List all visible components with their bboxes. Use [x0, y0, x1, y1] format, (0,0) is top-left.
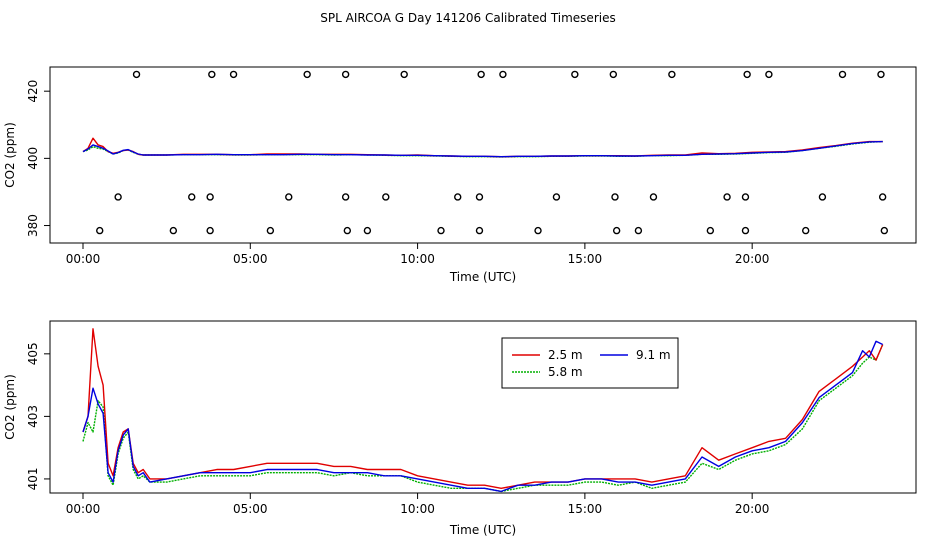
panel-1-marker	[571, 70, 579, 79]
panel-2-xtick-label: 05:00	[233, 502, 268, 516]
panel-1-marker	[611, 193, 619, 201]
panel-1-xtick-label: 05:00	[233, 252, 268, 266]
panel-1-marker	[132, 70, 141, 79]
panel-1-marker	[206, 193, 214, 201]
panel-1-xtick-label: 20:00	[735, 252, 770, 266]
panel-1-marker	[552, 193, 561, 201]
panel-1-axes: 00:00 05:00 10:00 15:00 20:00 380 400 420	[26, 80, 769, 266]
panel-2-marks	[82, 328, 884, 493]
panel-2-ytick-label: 405	[26, 342, 40, 365]
panel-1-ytick-label: 420	[26, 80, 40, 103]
panel-1-marker	[612, 226, 621, 235]
panel-1-series-2-5-m	[82, 137, 883, 158]
panel-1-marker	[741, 226, 750, 235]
panel-1-marker	[341, 193, 350, 201]
panel-1-marker	[838, 70, 847, 79]
panel-1-marker	[341, 70, 350, 79]
panel-1-marker	[880, 226, 889, 235]
panel-1-marker	[475, 193, 484, 201]
panel-2: 00:00 05:00 10:00 15:00 20:00 401 403 405 Time …	[3, 320, 917, 537]
panel-1-marker	[208, 70, 216, 79]
panel-1-frame	[49, 66, 917, 244]
panel-1-marker	[303, 70, 311, 79]
panel-2-xtick-label: 15:00	[568, 502, 603, 516]
panel-1-marker	[400, 70, 408, 79]
panel-2-frame	[49, 320, 917, 494]
panel-1-marker	[802, 226, 810, 235]
panel-1-marker	[229, 70, 238, 79]
panel-1-ylabel: CO2 (ppm)	[3, 122, 17, 188]
panel-2-xlabel: Time (UTC)	[449, 523, 516, 537]
panel-2-ytick-label: 401	[26, 467, 40, 490]
panel-1-marker	[534, 226, 542, 235]
panel-1-marker	[188, 193, 196, 201]
panel-2-xtick-label: 20:00	[735, 502, 770, 516]
panel-1-marker	[114, 193, 122, 201]
panel-1-xtick-label: 00:00	[66, 252, 101, 266]
panel-1-marker	[818, 193, 827, 201]
panel-1: 00:00 05:00 10:00 15:00 20:00 380 400 420 Time …	[3, 66, 917, 284]
figure-title: SPL AIRCOA G Day 141206 Calibrated Times…	[320, 11, 615, 25]
panel-1-marker	[266, 226, 275, 235]
panel-1-marks	[82, 70, 889, 235]
panel-1-marker	[668, 70, 676, 79]
panel-2-ylabel: CO2 (ppm)	[3, 374, 17, 440]
panel-1-marker	[609, 70, 618, 79]
panel-1-marker	[741, 193, 750, 201]
panel-1-marker	[169, 226, 178, 235]
panel-1-marker	[499, 70, 507, 79]
panel-2-series-2-5-m	[82, 328, 884, 489]
legend-box	[501, 337, 679, 389]
panel-1-marker	[723, 193, 731, 201]
panel-1-ytick-label: 380	[26, 214, 40, 237]
panel-1-marker	[765, 70, 773, 79]
panel-1-xtick-label: 15:00	[568, 252, 603, 266]
legend-label-9-1m: 9.1 m	[636, 348, 671, 362]
panel-2-axes: 00:00 05:00 10:00 15:00 20:00 401 403 405	[26, 342, 769, 516]
legend-label-5-8m: 5.8 m	[548, 365, 583, 379]
panel-1-marker	[382, 193, 390, 201]
panel-1-marker	[877, 70, 885, 79]
legend: 2.5 m 9.1 m 5.8 m	[501, 337, 679, 389]
panel-1-series-9-1-m	[82, 140, 883, 158]
panel-1-marker	[878, 193, 887, 201]
panel-1-ytick-label: 400	[26, 147, 40, 170]
panel-1-marker	[477, 70, 485, 79]
panel-1-marker	[649, 193, 658, 201]
panel-2-ytick-label: 403	[26, 405, 40, 428]
panel-1-marker	[363, 226, 372, 235]
panel-1-marker	[706, 226, 715, 235]
panel-1-marker	[475, 226, 484, 235]
panel-1-marker	[437, 226, 445, 235]
legend-label-2-5m: 2.5 m	[548, 348, 583, 362]
panel-1-marker	[454, 193, 462, 201]
panel-2-xtick-label: 10:00	[400, 502, 435, 516]
panel-1-marker	[285, 193, 293, 201]
panel-2-series-9-1-m	[82, 340, 884, 493]
panel-1-xtick-label: 10:00	[400, 252, 435, 266]
panel-2-xtick-label: 00:00	[66, 502, 101, 516]
panel-1-xlabel: Time (UTC)	[449, 270, 516, 284]
panel-1-marker	[343, 226, 352, 235]
panel-1-marker	[96, 226, 104, 235]
panel-1-marker	[743, 70, 751, 79]
panel-1-marker	[634, 226, 643, 235]
panel-1-marker	[206, 226, 214, 235]
panel-2-series-5-8-m	[82, 344, 884, 493]
